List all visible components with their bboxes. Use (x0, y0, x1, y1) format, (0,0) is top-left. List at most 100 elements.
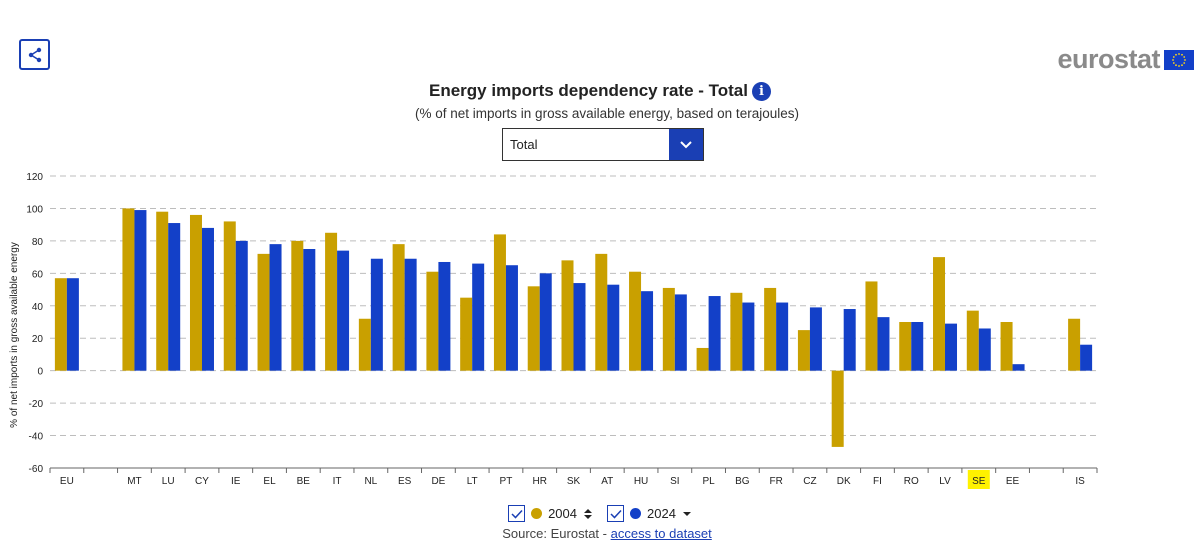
bar-2004-IE[interactable] (223, 221, 236, 371)
x-tick-label-ES[interactable]: ES (398, 476, 412, 487)
bar-2004-LT[interactable] (460, 297, 473, 371)
bar-2004-CZ[interactable] (797, 330, 810, 371)
legend-item-2024[interactable]: 2024 (607, 505, 692, 522)
x-tick-label-HR[interactable]: HR (532, 476, 546, 487)
x-tick-label-IS[interactable]: IS (1075, 476, 1085, 487)
bar-2004-BE[interactable] (291, 240, 304, 371)
bar-2004-MT[interactable] (122, 208, 135, 371)
info-icon[interactable]: i (751, 81, 771, 101)
x-tick-label-LT[interactable]: LT (467, 476, 478, 487)
bar-2004-SE[interactable] (966, 310, 979, 371)
x-tick-label-SE[interactable]: SE (972, 476, 986, 487)
bar-2024-CZ[interactable] (809, 307, 822, 371)
bar-2024-HU[interactable] (641, 291, 654, 371)
bar-2024-IE[interactable] (235, 240, 248, 371)
bar-2024-PT[interactable] (505, 265, 518, 371)
bar-2024-SK[interactable] (573, 283, 586, 371)
x-tick-label-DE[interactable]: DE (431, 476, 445, 487)
bar-2024-CY[interactable] (201, 227, 214, 371)
bar-2024-DE[interactable] (438, 261, 451, 371)
bar-2004-LU[interactable] (156, 211, 169, 371)
x-tick-label-EL[interactable]: EL (263, 476, 276, 487)
bar-2004-IS[interactable] (1068, 318, 1081, 371)
x-tick-label-BE[interactable]: BE (297, 476, 311, 487)
bar-2004-SI[interactable] (662, 287, 675, 371)
x-tick-label-CZ[interactable]: CZ (803, 476, 816, 487)
bars-layer (54, 208, 1093, 447)
sort-icon[interactable] (583, 508, 593, 520)
x-tick-label-BG[interactable]: BG (735, 476, 750, 487)
bar-2024-EL[interactable] (269, 244, 282, 371)
x-tick-label-IE[interactable]: IE (231, 476, 241, 487)
x-tick-label-MT[interactable]: MT (127, 476, 141, 487)
x-tick-label-FR[interactable]: FR (769, 476, 782, 487)
bar-2024-NL[interactable] (370, 258, 383, 371)
x-tick-label-CY[interactable]: CY (195, 476, 209, 487)
x-tick-label-PL[interactable]: PL (702, 476, 715, 487)
x-tick-label-EU[interactable]: EU (60, 476, 74, 487)
bar-2004-AT[interactable] (595, 253, 608, 371)
bar-2004-PL[interactable] (696, 347, 709, 371)
x-tick-label-LV[interactable]: LV (939, 476, 951, 487)
bar-2004-NL[interactable] (358, 318, 371, 371)
bar-2024-LV[interactable] (945, 323, 958, 371)
x-tick-label-SK[interactable]: SK (567, 476, 581, 487)
indicator-dropdown[interactable]: Total (502, 128, 704, 161)
bar-2024-DK[interactable] (843, 309, 856, 371)
x-tick-label-FI[interactable]: FI (873, 476, 882, 487)
bar-2024-PL[interactable] (708, 296, 721, 371)
bar-2004-CY[interactable] (189, 214, 202, 371)
x-tick-label-LU[interactable]: LU (162, 476, 175, 487)
bar-2024-MT[interactable] (134, 210, 147, 371)
checkbox-2004[interactable] (508, 505, 526, 522)
bar-2024-HR[interactable] (539, 273, 552, 371)
bar-2024-IT[interactable] (337, 250, 350, 371)
x-tick-label-NL[interactable]: NL (364, 476, 377, 487)
dataset-link[interactable]: access to dataset (610, 526, 712, 541)
bar-2004-HR[interactable] (527, 286, 540, 371)
dropdown-toggle-button[interactable] (669, 129, 703, 160)
bar-2004-SK[interactable] (561, 260, 574, 371)
bar-2024-EU[interactable] (66, 278, 79, 371)
bar-2024-SI[interactable] (674, 294, 687, 371)
bar-2024-BE[interactable] (303, 249, 316, 371)
bar-chart: 120 100 80 60 40 20 0 -20 -40 -60 EU MT LU CY IE EL BE IT… (9, 172, 1098, 489)
bar-2004-PT[interactable] (493, 234, 506, 371)
checkbox-2024[interactable] (607, 505, 624, 522)
bar-2004-HU[interactable] (629, 271, 642, 371)
bar-2024-LT[interactable] (472, 263, 485, 371)
bar-2004-EE[interactable] (1000, 322, 1013, 371)
bar-2004-DE[interactable] (426, 271, 439, 371)
bar-2024-LU[interactable] (168, 223, 181, 371)
legend-item-2004[interactable]: 2004 (508, 505, 593, 522)
x-tick-label-EE[interactable]: EE (1006, 476, 1020, 487)
x-tick-label-SI[interactable]: SI (670, 476, 679, 487)
bar-2024-AT[interactable] (607, 284, 620, 371)
bar-2004-EU[interactable] (54, 278, 67, 371)
bar-2024-SE[interactable] (978, 328, 991, 371)
bar-2004-BG[interactable] (730, 292, 743, 371)
bar-2004-FI[interactable] (865, 281, 878, 371)
x-tick-label-HU[interactable]: HU (634, 476, 648, 487)
x-tick-label-AT[interactable]: AT (601, 476, 613, 487)
bar-2004-FR[interactable] (764, 287, 777, 371)
x-tick-label-IT[interactable]: IT (333, 476, 342, 487)
x-tick-label-RO[interactable]: RO (904, 476, 919, 487)
bar-2024-EE[interactable] (1012, 364, 1025, 371)
bar-2024-FR[interactable] (776, 302, 789, 371)
bar-2024-IS[interactable] (1080, 344, 1093, 371)
x-tick-label-PT[interactable]: PT (500, 476, 513, 487)
bar-2004-IT[interactable] (325, 232, 338, 371)
bar-2004-ES[interactable] (392, 244, 405, 371)
caret-down-icon[interactable] (682, 510, 692, 518)
bar-2004-RO[interactable] (899, 322, 912, 371)
share-button[interactable] (19, 39, 50, 70)
bar-2024-BG[interactable] (742, 302, 755, 371)
bar-2024-FI[interactable] (877, 317, 890, 371)
bar-2004-EL[interactable] (257, 253, 270, 371)
bar-2004-DK[interactable] (831, 370, 844, 447)
bar-2024-ES[interactable] (404, 258, 417, 371)
x-tick-label-DK[interactable]: DK (837, 476, 851, 487)
bar-2024-RO[interactable] (911, 322, 924, 371)
bar-2004-LV[interactable] (933, 257, 946, 371)
